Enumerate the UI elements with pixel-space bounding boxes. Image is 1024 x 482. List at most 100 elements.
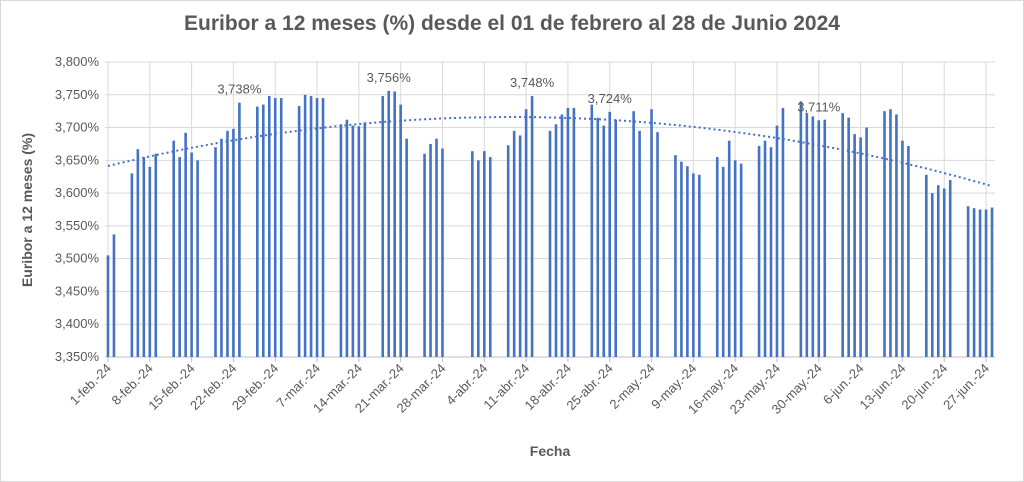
y-tick-label: 3,450% xyxy=(55,283,100,298)
bar xyxy=(154,153,158,357)
bar xyxy=(112,234,116,357)
bar xyxy=(907,145,910,357)
bar xyxy=(936,185,940,357)
chart-title: Euribor a 12 meses (%) desde el 01 de fe… xyxy=(184,12,840,35)
bar xyxy=(303,94,307,358)
bar xyxy=(739,163,743,357)
bar xyxy=(363,122,367,357)
bar xyxy=(966,206,970,357)
bar xyxy=(930,193,934,357)
bar xyxy=(267,96,271,357)
bar xyxy=(172,140,175,357)
bar xyxy=(423,153,426,357)
bar xyxy=(530,96,534,357)
bar xyxy=(692,173,695,357)
bar xyxy=(572,107,576,357)
bar xyxy=(441,148,444,357)
bar xyxy=(482,151,486,357)
bar xyxy=(321,98,325,358)
trendline xyxy=(107,116,993,188)
bar xyxy=(393,91,396,357)
bar xyxy=(297,105,301,357)
y-tick-label: 3,700% xyxy=(55,120,100,135)
bar xyxy=(925,174,928,357)
bar xyxy=(130,173,134,357)
y-tick-label: 3,400% xyxy=(55,316,100,331)
bar xyxy=(339,124,343,358)
bar xyxy=(309,96,313,357)
bar xyxy=(608,111,612,357)
bar xyxy=(823,119,827,357)
x-axis-title: Fecha xyxy=(530,443,571,459)
bar xyxy=(524,109,528,357)
bar xyxy=(357,126,361,357)
bar xyxy=(781,107,785,357)
y-tick-label: 3,350% xyxy=(55,349,100,364)
data-label: 3,748% xyxy=(510,75,555,90)
bar xyxy=(477,160,480,357)
bar xyxy=(883,111,886,358)
bar xyxy=(715,157,719,357)
bar xyxy=(721,166,725,357)
bar xyxy=(942,188,946,357)
y-tick-label: 3,500% xyxy=(55,251,100,266)
bar xyxy=(638,130,641,357)
bar xyxy=(602,125,606,357)
bar xyxy=(859,137,862,357)
bar xyxy=(387,90,391,357)
bar xyxy=(769,147,773,357)
bar xyxy=(650,109,653,357)
bar xyxy=(214,147,217,357)
bar xyxy=(405,138,408,357)
bar xyxy=(865,127,868,357)
bar xyxy=(656,132,659,357)
bar xyxy=(106,255,110,357)
bar xyxy=(632,111,635,358)
bar xyxy=(948,180,952,357)
bar xyxy=(518,135,522,357)
bar xyxy=(775,125,779,357)
bar xyxy=(817,120,821,357)
bar xyxy=(136,149,140,357)
bar xyxy=(560,114,564,357)
bar xyxy=(805,113,809,357)
bar xyxy=(757,145,761,357)
bar xyxy=(351,125,355,357)
y-axis-title: Euribor a 12 meses (%) xyxy=(19,133,35,287)
bar xyxy=(674,155,677,357)
bar xyxy=(196,160,199,357)
bar xyxy=(847,117,850,357)
bar xyxy=(399,104,402,357)
bar xyxy=(727,140,731,357)
bar xyxy=(381,96,385,357)
bar xyxy=(841,113,844,357)
bar xyxy=(554,124,558,358)
bar xyxy=(972,208,976,357)
data-label: 3,724% xyxy=(588,91,633,106)
bar xyxy=(512,130,516,357)
bar xyxy=(345,119,349,357)
bar xyxy=(184,132,187,357)
bar xyxy=(488,157,492,357)
bar xyxy=(901,140,904,357)
y-tick-label: 3,800% xyxy=(55,54,100,69)
bar xyxy=(148,166,152,357)
bar xyxy=(232,128,235,357)
bar xyxy=(733,160,737,357)
data-label: 3,756% xyxy=(367,70,412,85)
y-tick-label: 3,650% xyxy=(55,152,100,167)
y-tick-label: 3,750% xyxy=(55,87,100,102)
bar xyxy=(686,166,689,357)
bar xyxy=(261,104,265,357)
bar xyxy=(256,106,259,357)
y-tick-label: 3,600% xyxy=(55,185,100,200)
bar xyxy=(220,138,223,357)
bar xyxy=(799,101,803,357)
bar xyxy=(978,209,982,357)
bar xyxy=(238,102,241,358)
bar xyxy=(895,114,898,357)
bar xyxy=(471,151,474,357)
bar xyxy=(506,145,510,357)
bar xyxy=(315,98,319,358)
